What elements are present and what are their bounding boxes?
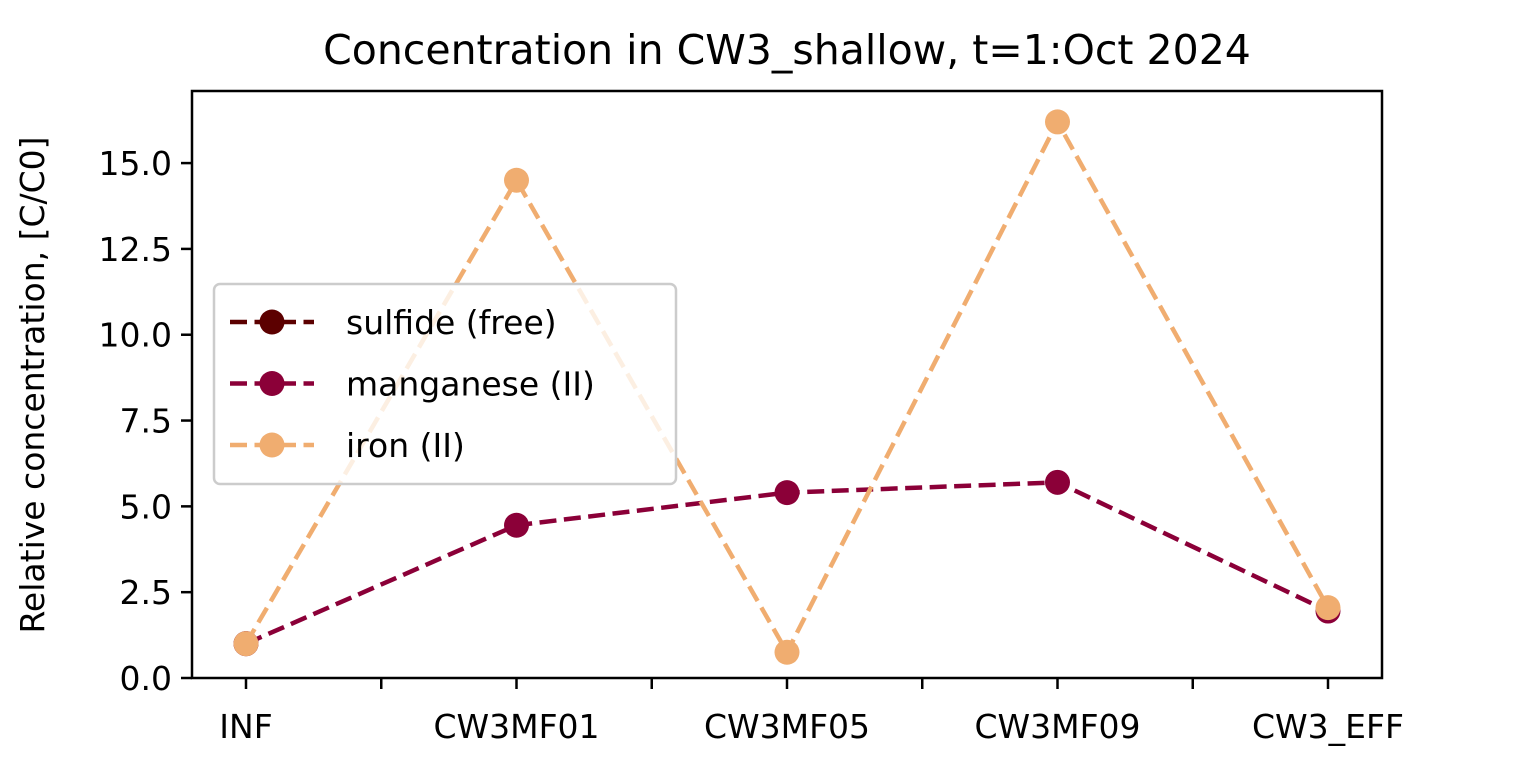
legend-label: manganese (II) — [346, 365, 595, 404]
y-axis-label: Relative concentration, [C/C0] — [13, 136, 52, 633]
y-tick-label: 5.0 — [120, 487, 172, 526]
legend-label: iron (II) — [346, 426, 465, 465]
x-tick-label: CW3_EFF — [1252, 707, 1404, 746]
x-tick-label: CW3MF09 — [974, 707, 1140, 746]
y-tick-label: 7.5 — [120, 402, 172, 441]
legend-entry: manganese (II) — [230, 365, 595, 404]
y-tick-label: 2.5 — [120, 573, 172, 612]
x-tick-label: CW3MF05 — [704, 707, 870, 746]
legend: sulfide (free) manganese (II) iron (II) — [212, 282, 678, 486]
legend-marker — [259, 371, 285, 396]
x-tick-label: CW3MF01 — [433, 707, 599, 746]
series-line — [245, 480, 1329, 646]
legend-marker — [259, 432, 285, 458]
y-tick-label: 15.0 — [99, 144, 172, 183]
legend-entry: iron (II) — [230, 426, 465, 465]
y-tick-label: 12.5 — [99, 230, 172, 269]
legend-entry: sulfide (free) — [230, 303, 557, 342]
y-tick-label: 10.0 — [99, 316, 172, 355]
legend-box — [212, 282, 678, 486]
chart-title: Concentration in CW3_shallow, t=1:Oct 20… — [323, 26, 1251, 74]
data-point — [1045, 469, 1070, 495]
data-point — [774, 639, 800, 665]
data-point — [504, 167, 529, 193]
x-axis-ticks: INF CW3MF01 CW3MF05 CW3MF09 CW3_EFF — [219, 678, 1404, 746]
data-point — [1045, 109, 1070, 135]
series-1 — [233, 469, 1341, 657]
legend-marker — [259, 309, 285, 335]
legend-label: sulfide (free) — [346, 303, 557, 342]
data-point — [233, 631, 259, 657]
x-tick-label: INF — [219, 707, 272, 746]
y-tick-label: 0.0 — [120, 659, 172, 698]
data-point — [504, 512, 529, 538]
data-point — [1315, 595, 1341, 621]
y-axis-ticks: 0.0 2.5 5.0 7.5 10.0 12.5 15.0 — [99, 144, 192, 698]
data-point — [774, 480, 800, 506]
